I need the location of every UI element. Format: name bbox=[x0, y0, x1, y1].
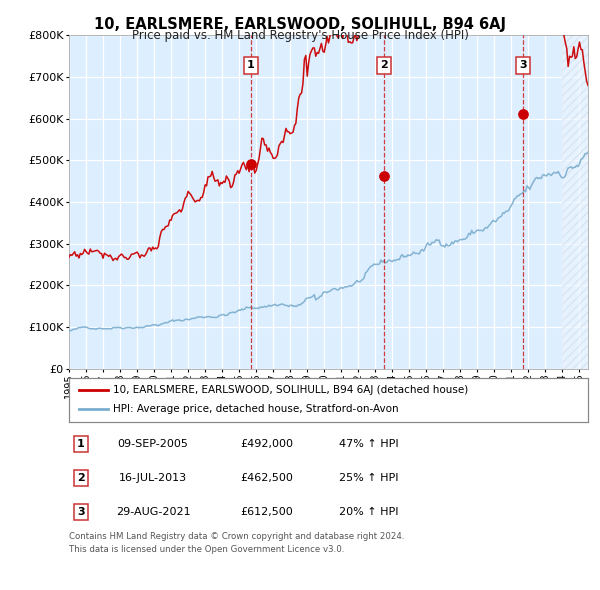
Text: 20% ↑ HPI: 20% ↑ HPI bbox=[339, 507, 399, 517]
Text: 2: 2 bbox=[380, 60, 388, 70]
Text: 25% ↑ HPI: 25% ↑ HPI bbox=[339, 473, 399, 483]
Point bbox=[380, 171, 389, 181]
Text: HPI: Average price, detached house, Stratford-on-Avon: HPI: Average price, detached house, Stra… bbox=[113, 405, 399, 414]
Text: 2: 2 bbox=[77, 473, 85, 483]
Text: 1: 1 bbox=[77, 439, 85, 448]
Point bbox=[246, 159, 256, 169]
Point bbox=[518, 109, 527, 118]
Bar bbox=[562, 35, 588, 369]
Text: This data is licensed under the Open Government Licence v3.0.: This data is licensed under the Open Gov… bbox=[69, 545, 344, 554]
Text: Price paid vs. HM Land Registry's House Price Index (HPI): Price paid vs. HM Land Registry's House … bbox=[131, 30, 469, 42]
Text: 1: 1 bbox=[247, 60, 255, 70]
Text: £462,500: £462,500 bbox=[241, 473, 293, 483]
Text: 3: 3 bbox=[77, 507, 85, 517]
Text: 29-AUG-2021: 29-AUG-2021 bbox=[116, 507, 190, 517]
Text: 3: 3 bbox=[519, 60, 526, 70]
Text: £612,500: £612,500 bbox=[241, 507, 293, 517]
Text: £492,000: £492,000 bbox=[241, 439, 293, 448]
Text: Contains HM Land Registry data © Crown copyright and database right 2024.: Contains HM Land Registry data © Crown c… bbox=[69, 532, 404, 541]
Bar bbox=[562, 35, 588, 369]
Text: 10, EARLSMERE, EARLSWOOD, SOLIHULL, B94 6AJ (detached house): 10, EARLSMERE, EARLSWOOD, SOLIHULL, B94 … bbox=[113, 385, 469, 395]
Text: 09-SEP-2005: 09-SEP-2005 bbox=[118, 439, 188, 448]
Text: 10, EARLSMERE, EARLSWOOD, SOLIHULL, B94 6AJ: 10, EARLSMERE, EARLSWOOD, SOLIHULL, B94 … bbox=[94, 17, 506, 31]
Text: 47% ↑ HPI: 47% ↑ HPI bbox=[339, 439, 399, 448]
Text: 16-JUL-2013: 16-JUL-2013 bbox=[119, 473, 187, 483]
